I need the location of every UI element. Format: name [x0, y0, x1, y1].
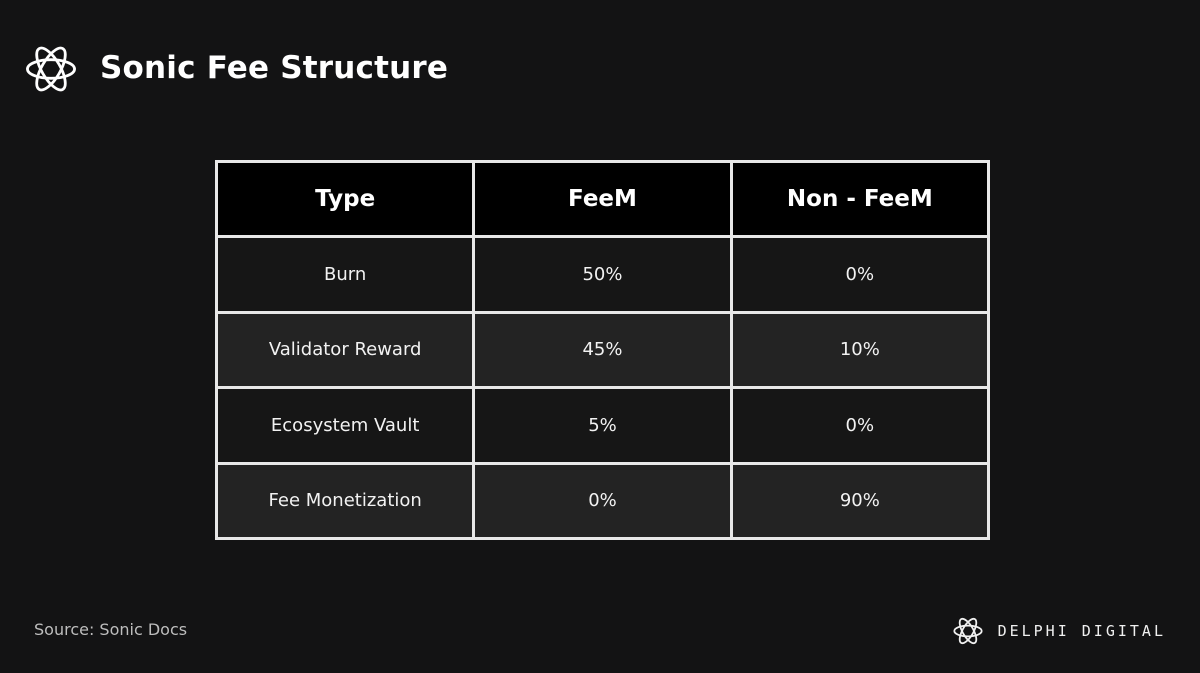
page-title: Sonic Fee Structure — [100, 50, 449, 86]
row-label-cell: Ecosystem Vault — [214, 386, 476, 465]
sonic-logo-icon — [26, 46, 76, 92]
brand-name: DELPHI DIGITAL — [997, 622, 1166, 640]
fee-structure-table: Type FeeM Non - FeeM Burn 50% 0% Validat… — [214, 160, 991, 540]
non-feem-value-cell: 90% — [729, 461, 991, 540]
column-header-non-feem: Non - FeeM — [729, 160, 991, 238]
non-feem-value-cell: 10% — [729, 310, 991, 389]
delphi-logo-icon — [952, 617, 983, 645]
table-row: Burn 50% 0% — [214, 235, 991, 314]
feem-value-cell: 50% — [472, 235, 733, 314]
non-feem-value-cell: 0% — [729, 235, 991, 314]
column-header-feem: FeeM — [472, 160, 733, 238]
feem-value-cell: 0% — [472, 461, 733, 540]
table-header-row: Type FeeM Non - FeeM — [214, 160, 991, 238]
column-header-type: Type — [214, 160, 476, 238]
table-row: Validator Reward 45% 10% — [214, 310, 991, 389]
brand-mark: DELPHI DIGITAL — [950, 613, 1166, 649]
row-label-cell: Validator Reward — [214, 310, 476, 389]
non-feem-value-cell: 0% — [729, 386, 991, 465]
table-row: Ecosystem Vault 5% 0% — [214, 386, 991, 465]
row-label-cell: Fee Monetization — [214, 461, 476, 540]
row-label-cell: Burn — [214, 235, 476, 314]
source-note: Source: Sonic Docs — [34, 620, 188, 639]
feem-value-cell: 5% — [472, 386, 733, 465]
feem-value-cell: 45% — [472, 310, 733, 389]
table-row: Fee Monetization 0% 90% — [214, 461, 991, 540]
